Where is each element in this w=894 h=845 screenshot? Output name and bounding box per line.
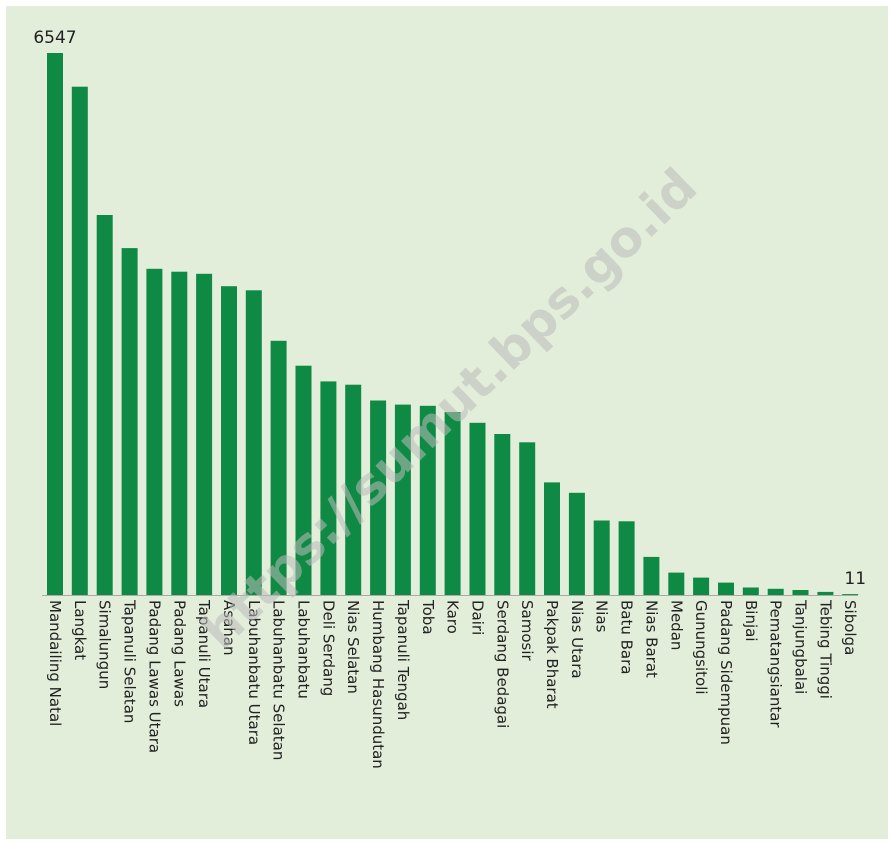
category-label: Humbang Hasundutan (369, 600, 387, 769)
category-label: Nias Selatan (344, 600, 362, 694)
bar-pematangsiantar (767, 588, 784, 595)
bar-langkat (71, 86, 88, 595)
bar-karo (444, 412, 461, 595)
bar-sibolga (842, 594, 859, 595)
bar-nias-utara (568, 492, 585, 595)
category-label: Tapanuli Tengah (394, 599, 412, 720)
bar-padang-sidempuan (718, 582, 734, 595)
chart-panel: Mandailing Natal Langkat Simalungun Tapanul… (6, 6, 888, 839)
bar-labuhanbatu-utara (245, 290, 262, 595)
bar-samosir (519, 442, 536, 595)
category-label: Karo (444, 600, 462, 634)
bar-labuhanbatu-selatan (270, 340, 287, 595)
bar-chart: Mandailing Natal Langkat Simalungun Tapanul… (33, 28, 866, 769)
bar-binjai (742, 587, 759, 595)
category-label: Asahan (220, 600, 238, 655)
bar-labuhanbatu (295, 365, 312, 595)
bar-gunungsitoli (693, 577, 710, 595)
bar-mandailing-natal (47, 53, 63, 595)
category-label: Medan (667, 600, 685, 650)
bar-batu-bara (618, 521, 635, 595)
category-label: Nias Utara (568, 600, 586, 679)
category-label: Padang Lawas Utara (145, 600, 163, 753)
category-label: Gunungsitoli (692, 600, 710, 695)
data-label: 11 (844, 569, 866, 589)
bar-padang-lawas (171, 271, 188, 595)
category-label: Tapanuli Selatan (121, 599, 139, 723)
category-label: Padang Lawas (170, 600, 188, 707)
data-labels: 6547 11 (33, 28, 866, 589)
category-labels: Mandailing Natal Langkat Simalungun Tapanul… (46, 599, 859, 769)
bar-asahan (221, 286, 237, 595)
bar-tapanuli-selatan (121, 248, 138, 595)
bar-padang-lawas-utara (146, 268, 163, 595)
bar-simalungun (96, 215, 113, 595)
category-label: Pakpak Bharat (543, 600, 561, 709)
bar-nias (593, 520, 610, 595)
category-label: Samosir (518, 600, 536, 661)
bar-tanjungbalai (792, 590, 809, 595)
category-label: Batu Bara (618, 600, 636, 674)
bar-nias-barat (643, 556, 660, 595)
bar-deli-serdang (320, 381, 337, 595)
bar-tapanuli-utara (196, 273, 213, 595)
category-label: Serdang Bedagai (493, 600, 511, 728)
category-label: Langkat (71, 600, 89, 660)
bar-nias-selatan (345, 384, 362, 595)
bar-dairi (469, 422, 486, 595)
category-label: Nias Barat (642, 600, 660, 678)
category-label: Simalungun (96, 600, 114, 689)
category-label: Tanjungbalai (792, 599, 810, 694)
category-label: Binjai (742, 600, 760, 642)
category-label: Labuhanbatu (295, 600, 313, 699)
bar-pakpak-bharat (544, 482, 560, 595)
category-label: Padang Sidempuan (717, 600, 735, 745)
category-label: Toba (419, 599, 437, 635)
category-label: Deli Serdang (319, 600, 337, 696)
category-label: Dairi (469, 600, 487, 635)
data-label: 6547 (33, 28, 76, 48)
bar-tapanuli-tengah (394, 404, 411, 595)
category-label: Labuhanbatu Selatan (270, 600, 288, 760)
category-label: Tebing Tinggi (816, 599, 834, 699)
bars-group (47, 53, 859, 595)
bar-medan (668, 572, 685, 595)
category-label: Labuhanbatu Utara (245, 600, 263, 745)
category-label: Pematangsiantar (767, 600, 785, 728)
bar-tebing-tinggi (817, 591, 834, 595)
bar-serdang-bedagai (494, 434, 511, 595)
category-label: Nias (593, 600, 611, 633)
bar-humbang-hasundutan (370, 400, 387, 595)
category-label: Mandailing Natal (46, 600, 64, 726)
category-label: Tapanuli Utara (195, 599, 213, 708)
bar-toba (419, 405, 436, 595)
category-label: Sibolga (841, 600, 859, 655)
